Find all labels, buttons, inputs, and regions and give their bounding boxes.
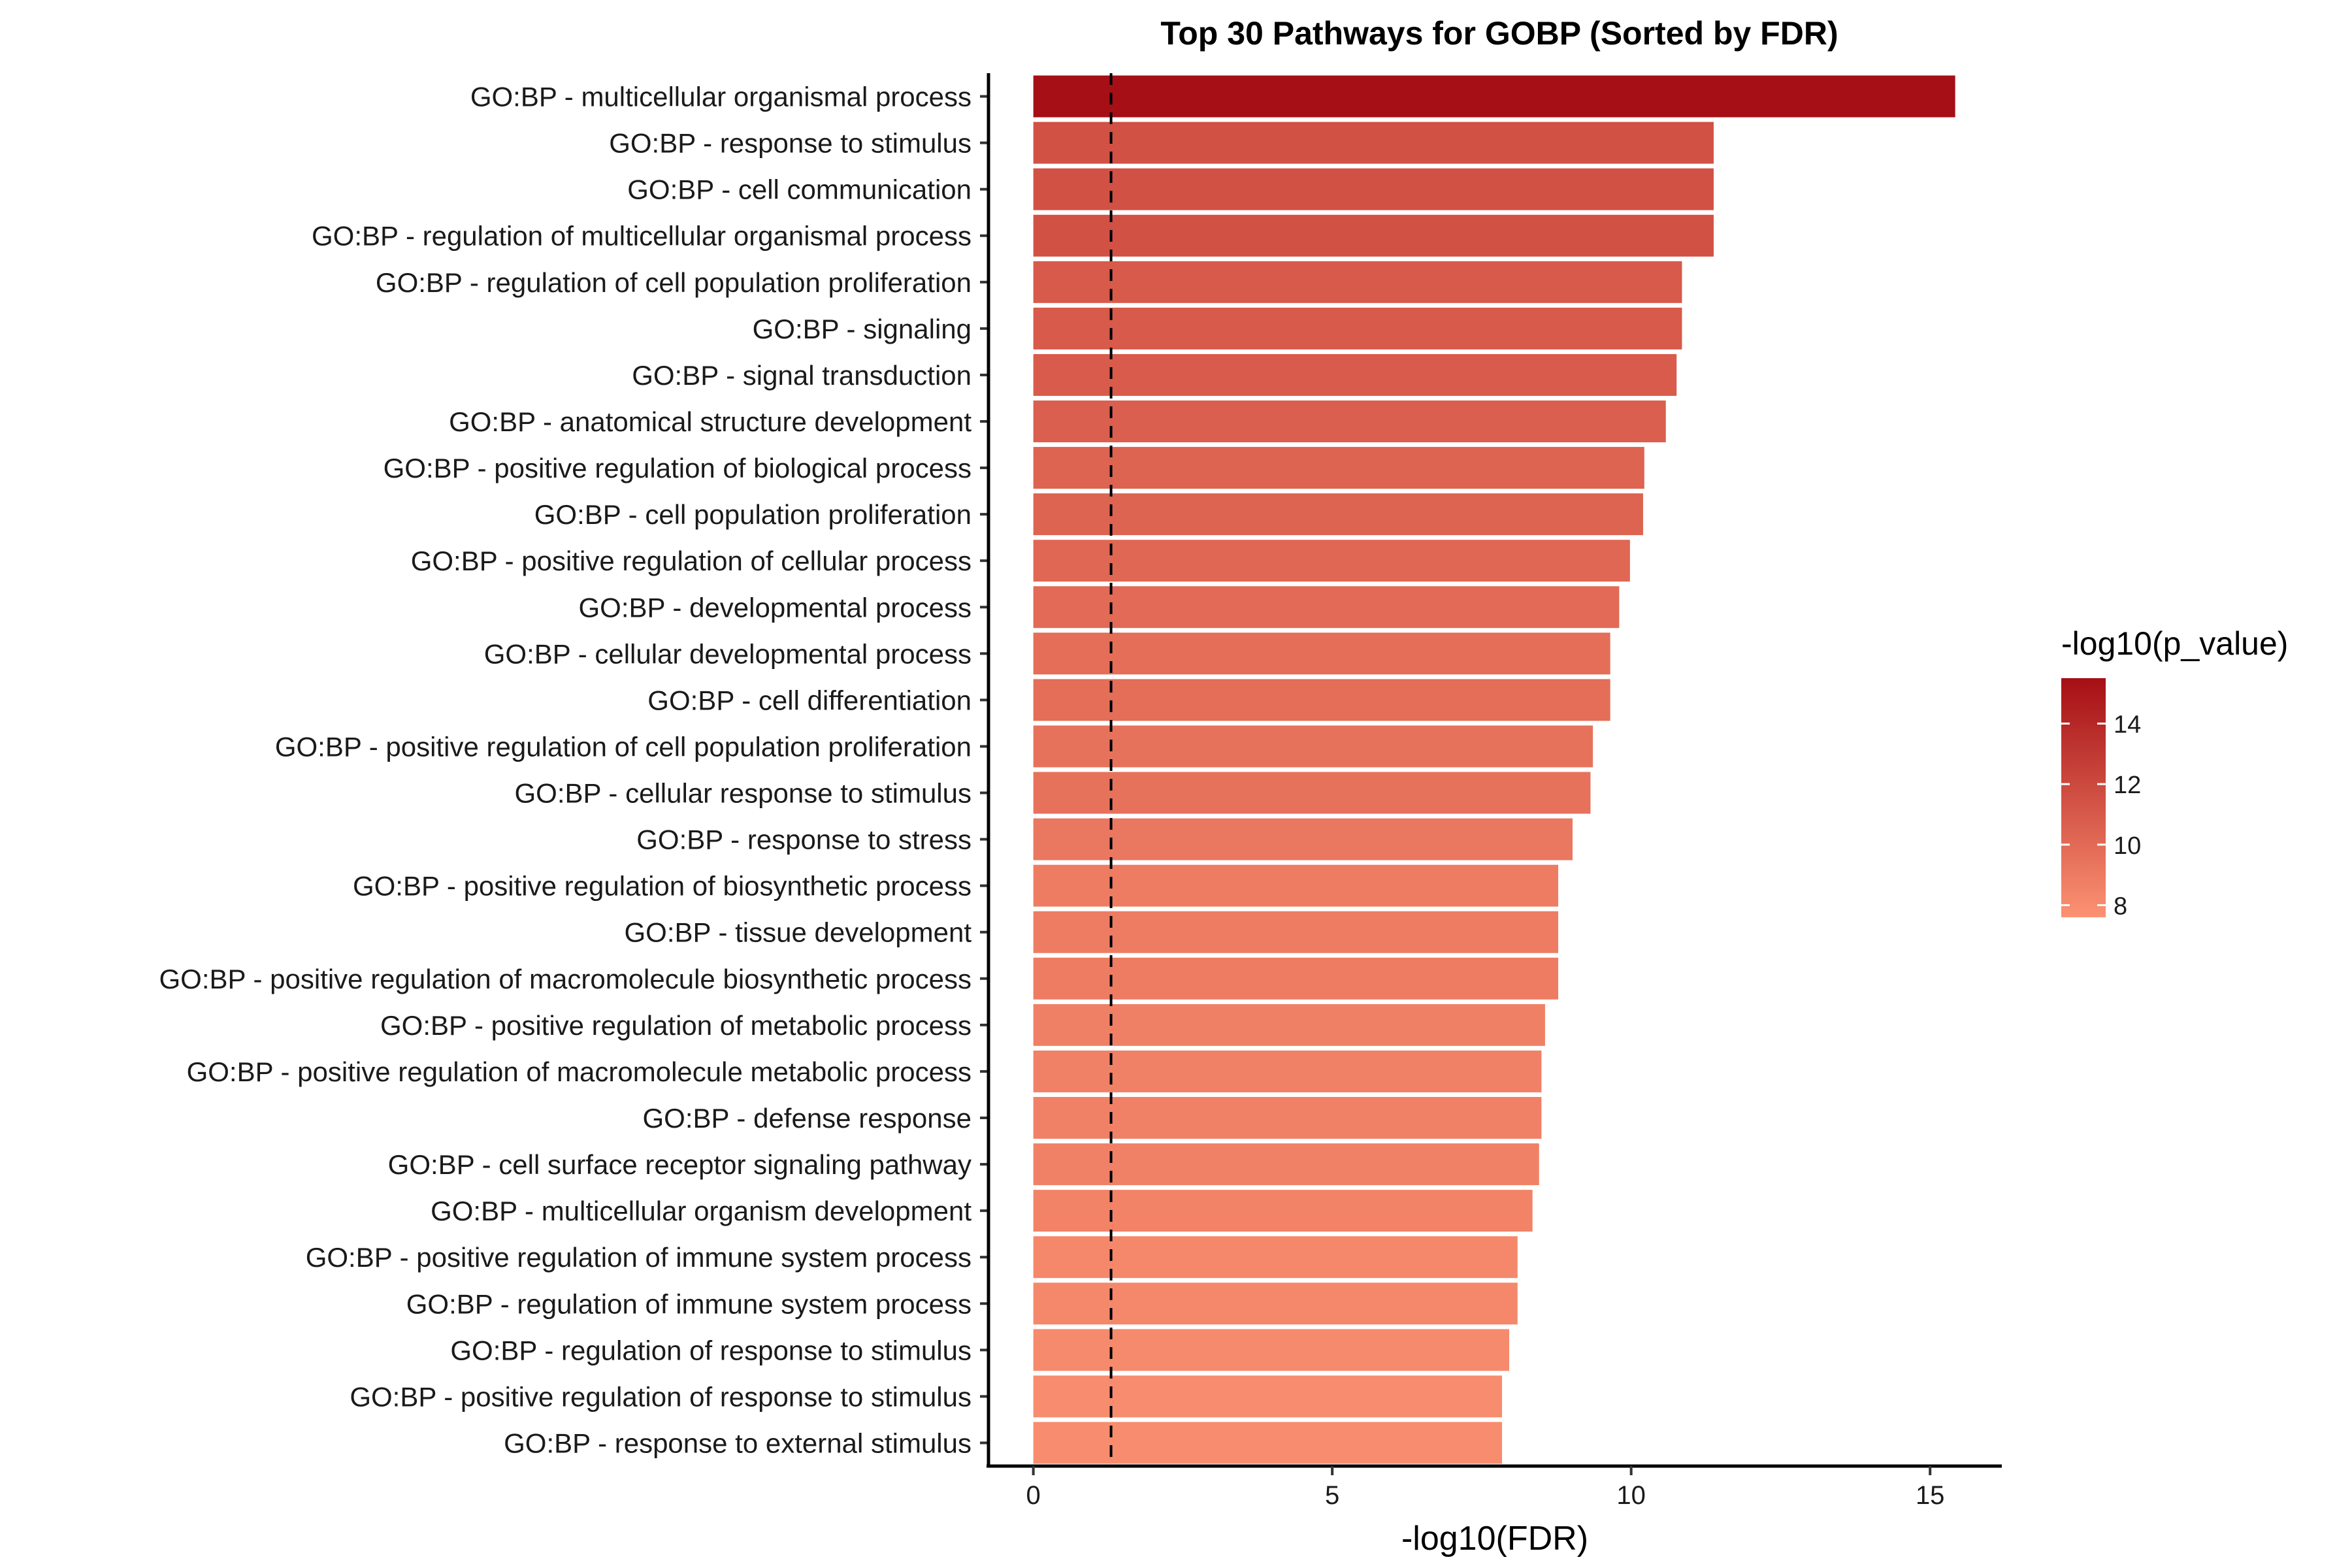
y-tick-label: GO:BP - cellular response to stimulus — [514, 778, 972, 809]
bar — [1033, 632, 1610, 675]
bar — [1033, 725, 1593, 768]
bar — [1033, 493, 1643, 536]
y-tick-label: GO:BP - anatomical structure development — [449, 406, 972, 437]
bar — [1033, 679, 1610, 721]
legend-tick-label: 10 — [2114, 832, 2141, 860]
y-tick-label: GO:BP - tissue development — [625, 917, 972, 948]
bar — [1033, 540, 1630, 582]
y-tick-label: GO:BP - regulation of response to stimul… — [450, 1335, 972, 1365]
x-tick-label: 5 — [1325, 1481, 1339, 1510]
chart-title: Top 30 Pathways for GOBP (Sorted by FDR) — [1160, 15, 1838, 52]
bar — [1033, 1422, 1503, 1464]
x-tick-label: 0 — [1026, 1481, 1041, 1510]
bar — [1033, 168, 1714, 210]
y-tick-label: GO:BP - positive regulation of cell popu… — [275, 731, 972, 762]
bar — [1033, 1097, 1542, 1139]
bar — [1033, 1190, 1533, 1232]
bar — [1033, 75, 1955, 118]
x-tick-label: 10 — [1616, 1481, 1646, 1510]
y-tick-label: GO:BP - response to external stimulus — [504, 1428, 972, 1458]
y-tick-label: GO:BP - cell population proliferation — [534, 499, 972, 530]
bar — [1033, 447, 1644, 489]
y-tick-label: GO:BP - positive regulation of response … — [350, 1381, 972, 1412]
y-tick-label: GO:BP - response to stimulus — [609, 128, 972, 159]
y-tick-label: GO:BP - positive regulation of macromole… — [187, 1056, 972, 1087]
y-tick-label: GO:BP - signaling — [753, 314, 972, 344]
legend-tick-label: 14 — [2114, 711, 2141, 738]
y-tick-label: GO:BP - cell communication — [627, 174, 972, 205]
y-tick-label: GO:BP - cell differentiation — [647, 685, 972, 715]
bar — [1033, 864, 1559, 907]
bar — [1033, 1004, 1545, 1046]
legend-tick-label: 8 — [2114, 892, 2127, 920]
y-tick-label: GO:BP - response to stress — [636, 825, 972, 855]
legend-tick-label: 12 — [2114, 772, 2141, 799]
y-tick-label: GO:BP - positive regulation of biosynthe… — [353, 871, 972, 902]
y-tick-label: GO:BP - positive regulation of metabolic… — [380, 1010, 972, 1041]
y-tick-label: GO:BP - cellular developmental process — [484, 638, 972, 669]
bar — [1033, 1329, 1510, 1371]
y-tick-label: GO:BP - regulation of multicellular orga… — [312, 221, 972, 252]
bar — [1033, 353, 1677, 396]
bar — [1033, 1375, 1503, 1418]
x-axis-ticks: 0 5 10 15 — [1026, 1466, 1945, 1510]
bars-group — [1033, 75, 1955, 1464]
y-tick-label: GO:BP - regulation of cell population pr… — [376, 267, 972, 298]
legend: -log10(p_value) 8 10 12 14 — [2061, 625, 2288, 920]
legend-title: -log10(p_value) — [2061, 625, 2288, 662]
bar — [1033, 400, 1666, 442]
bar — [1033, 818, 1573, 860]
y-tick-label: GO:BP - defense response — [642, 1103, 972, 1134]
y-tick-label: GO:BP - multicellular organismal process — [470, 82, 972, 112]
bar — [1033, 1143, 1539, 1186]
bar — [1033, 772, 1591, 814]
bar — [1033, 122, 1714, 164]
y-tick-label: GO:BP - cell surface receptor signaling … — [388, 1149, 972, 1180]
y-tick-label: GO:BP - developmental process — [578, 592, 972, 623]
bar — [1033, 1236, 1518, 1279]
bar — [1033, 1050, 1542, 1092]
bar — [1033, 586, 1620, 629]
y-tick-label: GO:BP - positive regulation of macromole… — [159, 964, 972, 994]
x-axis-title: -log10(FDR) — [1401, 1520, 1588, 1558]
bar — [1033, 957, 1559, 1000]
legend-colorbar — [2061, 678, 2106, 917]
legend-ticks: 8 10 12 14 — [2061, 711, 2141, 920]
y-tick-label: GO:BP - regulation of immune system proc… — [406, 1288, 972, 1319]
y-tick-label: GO:BP - positive regulation of cellular … — [411, 546, 972, 576]
bar — [1033, 307, 1682, 350]
y-tick-label: GO:BP - multicellular organism developme… — [431, 1196, 972, 1226]
y-tick-label: GO:BP - signal transduction — [632, 360, 972, 391]
bar — [1033, 911, 1559, 953]
y-tick-label: GO:BP - positive regulation of immune sy… — [306, 1242, 972, 1273]
bar — [1033, 214, 1714, 257]
x-tick-label: 15 — [1916, 1481, 1945, 1510]
bar — [1033, 261, 1682, 303]
bar — [1033, 1282, 1518, 1325]
y-tick-label: GO:BP - positive regulation of biologica… — [384, 453, 972, 483]
y-axis-labels: GO:BP - multicellular organismal process… — [159, 82, 972, 1459]
